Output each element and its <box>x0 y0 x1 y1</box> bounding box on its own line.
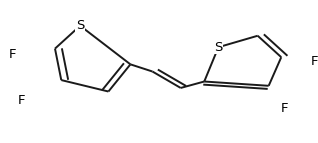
Text: F: F <box>18 94 26 107</box>
Text: S: S <box>214 41 223 54</box>
Text: F: F <box>9 48 16 61</box>
Text: S: S <box>76 19 84 32</box>
Text: F: F <box>281 102 288 115</box>
Text: F: F <box>310 55 318 68</box>
